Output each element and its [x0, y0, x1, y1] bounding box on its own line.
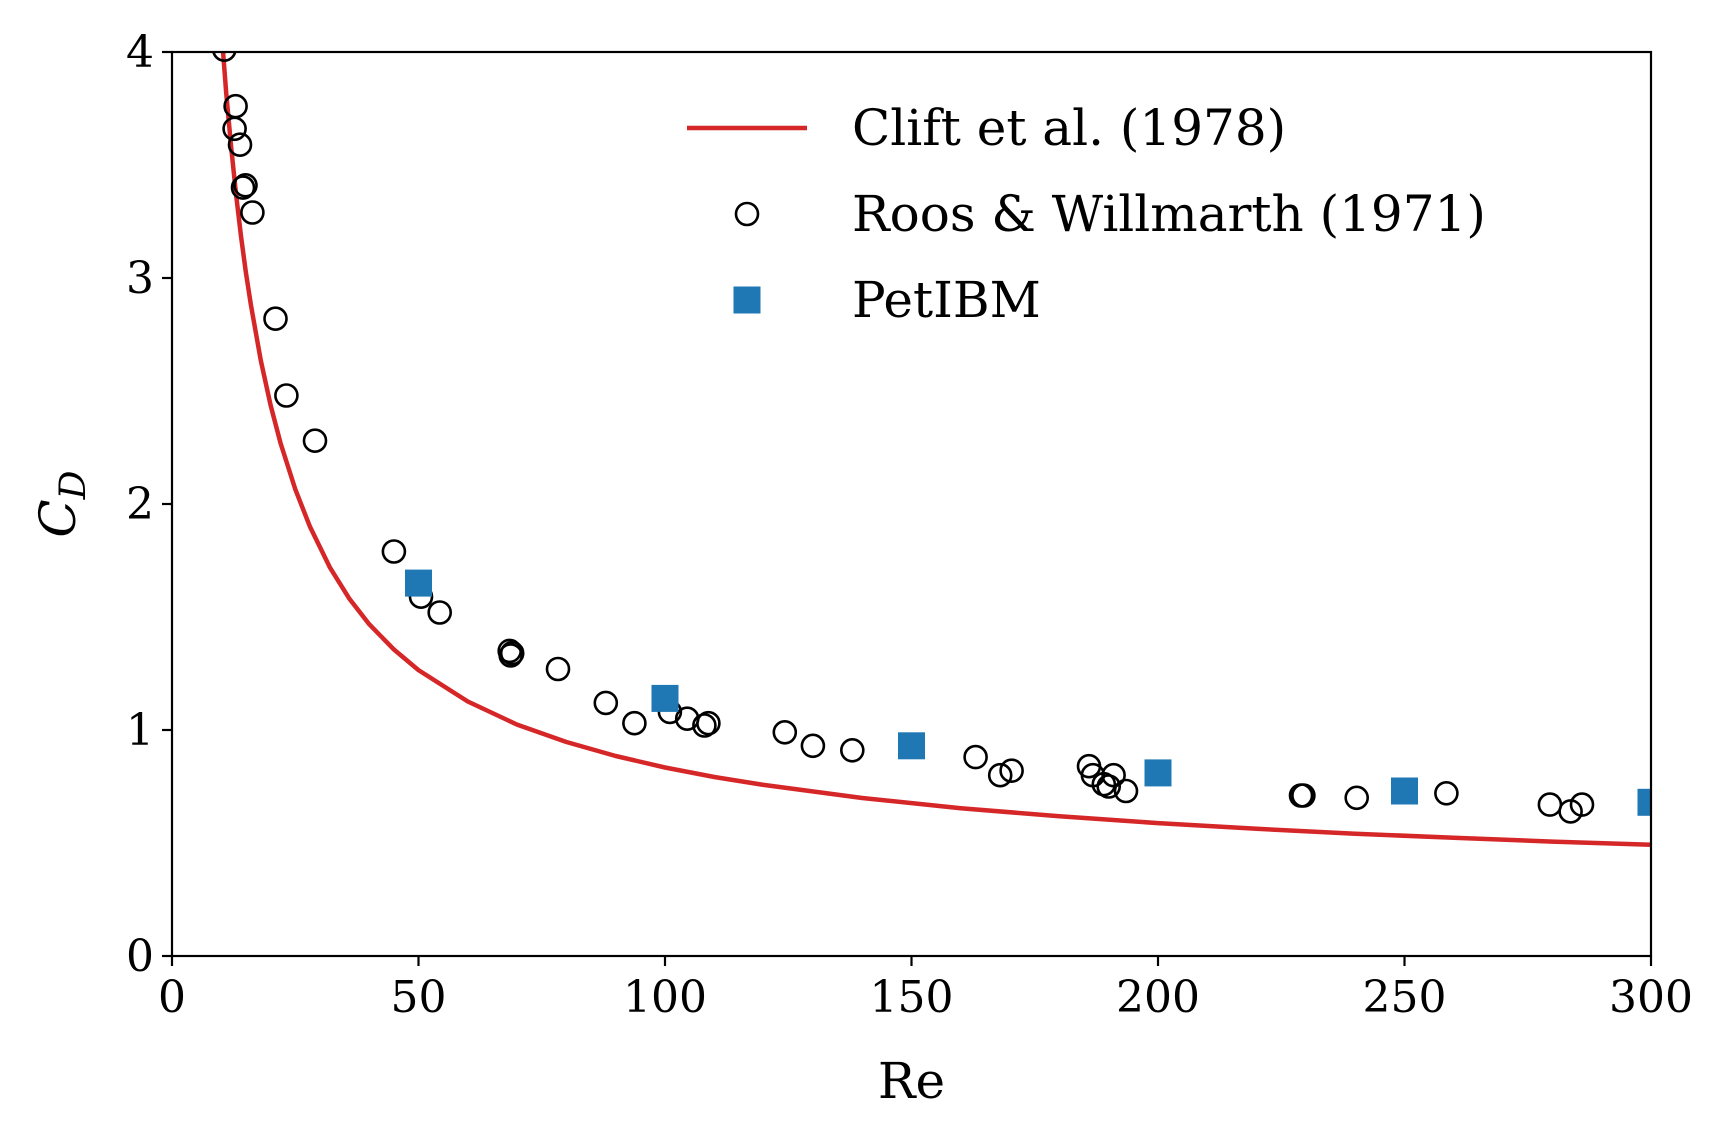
- data-point-roos-willmarth: [212, 52, 237, 62]
- legend: Clift et al. (1978) Roos & Willmarth (197…: [687, 99, 1486, 329]
- data-point-roos-willmarth: [839, 737, 865, 763]
- data-point-roos-willmarth: [692, 713, 717, 738]
- plot-area: [212, 52, 1651, 848]
- data-point-roos-willmarth: [545, 656, 571, 682]
- x-tick-label: 200: [1116, 972, 1200, 1023]
- x-tick-label: 100: [623, 972, 707, 1023]
- data-point-petibm: [1391, 777, 1418, 805]
- data-point-petibm: [651, 684, 679, 712]
- y-axis: 0 1 2 3 4: [126, 27, 172, 982]
- series-2: [212, 52, 1595, 824]
- data-point-roos-willmarth: [233, 173, 258, 198]
- x-tick-label: 0: [158, 972, 186, 1023]
- y-tick-label: 4: [126, 27, 154, 78]
- x-tick-label: 150: [870, 972, 954, 1023]
- data-point-roos-willmarth: [1113, 778, 1139, 804]
- legend-square-marker-icon: [733, 286, 761, 314]
- data-point-roos-willmarth: [696, 710, 721, 736]
- data-point-roos-willmarth: [1434, 780, 1459, 806]
- y-axis-label-subscript: D: [53, 470, 94, 500]
- x-axis-label: Re: [878, 1052, 945, 1110]
- data-point-roos-willmarth: [1096, 774, 1121, 799]
- data-point-roos-willmarth: [593, 690, 619, 716]
- series-1: [220, 52, 1651, 848]
- data-point-roos-willmarth: [427, 600, 453, 625]
- legend-entry-label: Clift et al. (1978): [852, 99, 1286, 157]
- y-tick-label: 3: [126, 253, 154, 304]
- data-point-roos-willmarth: [230, 175, 256, 200]
- data-point-roos-willmarth: [499, 640, 525, 666]
- data-point-roos-willmarth: [800, 733, 826, 759]
- data-point-roos-willmarth: [1101, 762, 1126, 788]
- y-tick-label: 1: [126, 705, 154, 756]
- data-point-roos-willmarth: [1291, 783, 1316, 808]
- x-tick-label: 250: [1363, 972, 1447, 1023]
- y-tick-label: 0: [126, 931, 154, 982]
- data-point-roos-willmarth: [987, 762, 1013, 788]
- data-point-roos-willmarth: [381, 539, 407, 564]
- data-point-roos-willmarth: [1569, 792, 1595, 817]
- data-point-roos-willmarth: [772, 719, 798, 745]
- y-tick-label: 2: [126, 479, 154, 530]
- series-line-clift: [220, 52, 1651, 848]
- data-point-petibm: [1144, 759, 1172, 787]
- legend-entry-label: Roos & Willmarth (1971): [852, 185, 1486, 243]
- data-point-roos-willmarth: [227, 132, 253, 157]
- x-tick-label: 50: [391, 972, 447, 1023]
- data-point-roos-willmarth: [963, 744, 988, 770]
- data-point-roos-willmarth: [622, 710, 647, 736]
- data-point-roos-willmarth: [240, 200, 265, 225]
- x-tick-label: 300: [1609, 972, 1693, 1023]
- data-point-roos-willmarth: [1344, 785, 1369, 811]
- y-axis-label: CD: [29, 470, 94, 537]
- data-point-petibm: [898, 732, 925, 760]
- y-axis-label-main: C: [29, 499, 87, 537]
- data-point-roos-willmarth: [222, 116, 247, 142]
- x-axis: 0 50 100 150 200 250 300: [158, 956, 1693, 1023]
- data-point-petibm: [1637, 788, 1651, 816]
- legend-entry-label: PetIBM: [852, 271, 1041, 329]
- series-3: [405, 569, 1651, 816]
- data-point-roos-willmarth: [302, 428, 328, 454]
- data-point-roos-willmarth: [263, 306, 288, 332]
- legend-circle-marker-icon: [734, 201, 760, 227]
- data-point-petibm: [405, 569, 432, 597]
- data-point-roos-willmarth: [999, 758, 1024, 784]
- data-point-roos-willmarth: [274, 383, 299, 408]
